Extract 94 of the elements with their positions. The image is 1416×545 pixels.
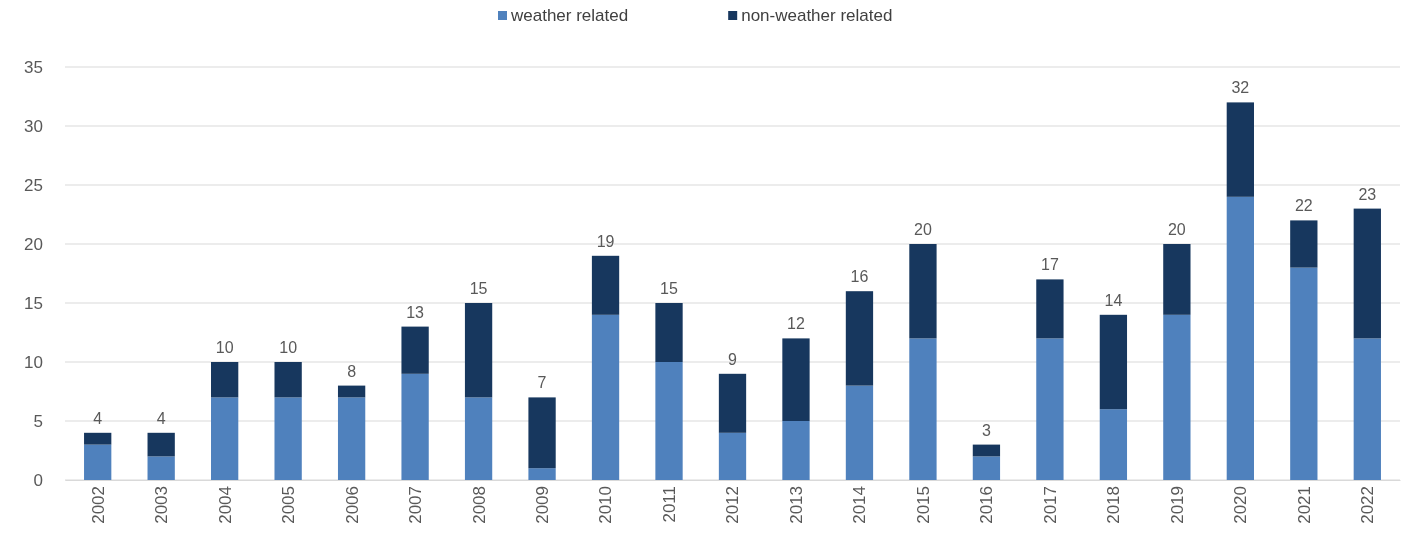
bar [591, 314, 620, 480]
total-label: 15 [469, 280, 488, 297]
bar [528, 468, 556, 480]
bar [1163, 314, 1191, 480]
bar [337, 385, 366, 398]
bar [1353, 338, 1381, 480]
bar [274, 397, 302, 480]
bar [401, 373, 429, 480]
bar [972, 456, 1001, 480]
x-tick-label: 2017 [1040, 486, 1060, 524]
x-tick-label: 2019 [1167, 486, 1187, 524]
bar [782, 421, 810, 480]
bar [1226, 196, 1254, 480]
x-tick-label: 2011 [659, 486, 679, 523]
total-label: 20 [1167, 221, 1186, 238]
total-label: 12 [787, 315, 805, 333]
y-tick-label: 10 [24, 352, 43, 372]
x-tick-label: 2014 [850, 486, 870, 524]
bar [274, 362, 302, 398]
bar [1290, 220, 1318, 268]
x-tick-label: 2022 [1358, 486, 1378, 524]
total-label: 9 [728, 350, 738, 368]
bar [655, 303, 683, 362]
x-tick-label: 2007 [406, 486, 426, 524]
bar [718, 373, 747, 433]
legend-label: weather related [510, 6, 629, 25]
total-label: 4 [93, 409, 103, 427]
bar [782, 338, 810, 421]
x-tick-label: 2020 [1231, 486, 1251, 524]
bar [1099, 314, 1128, 410]
bar [1036, 338, 1064, 480]
total-label: 17 [1041, 256, 1059, 274]
total-label: 22 [1294, 197, 1313, 215]
bar [1226, 102, 1254, 197]
total-label: 13 [406, 303, 425, 321]
bar [845, 291, 874, 386]
total-label: 3 [981, 421, 991, 439]
bar [464, 397, 493, 480]
total-label: 19 [596, 232, 615, 250]
total-label: 10 [215, 339, 234, 356]
x-tick-label: 2012 [723, 486, 743, 524]
x-tick-label: 2004 [215, 486, 235, 524]
bar [147, 432, 175, 457]
bar [972, 444, 1001, 457]
legend-label: non-weather related [741, 6, 893, 25]
x-tick-label: 2021 [1294, 486, 1314, 524]
x-tick-label: 2013 [786, 486, 806, 524]
bar [401, 326, 429, 374]
x-tick-label: 2016 [977, 486, 997, 524]
x-tick-label: 2003 [152, 486, 172, 524]
bar [591, 255, 620, 315]
bar [1036, 279, 1064, 339]
y-tick-label: 30 [24, 116, 43, 136]
bar [1099, 409, 1128, 480]
total-label: 8 [347, 362, 357, 380]
x-tick-label: 2009 [533, 486, 553, 524]
total-label: 14 [1104, 291, 1123, 309]
total-label: 23 [1358, 185, 1377, 203]
y-tick-label: 15 [24, 293, 43, 313]
bar [1163, 244, 1191, 315]
bar [464, 303, 493, 398]
bar [211, 362, 239, 398]
y-tick-label: 0 [33, 470, 43, 490]
bar [1290, 267, 1318, 480]
y-tick-label: 5 [33, 411, 43, 431]
bar [655, 362, 683, 480]
bar [84, 444, 112, 480]
x-tick-label: 2002 [88, 486, 108, 524]
bar [528, 397, 556, 469]
bar [909, 244, 937, 339]
x-tick-label: 2018 [1104, 486, 1124, 524]
bar [211, 397, 239, 480]
bar [337, 397, 366, 480]
x-tick-label: 2010 [596, 486, 616, 524]
x-tick-label: 2015 [913, 486, 933, 524]
x-tick-label: 2008 [469, 486, 489, 524]
total-label: 20 [914, 221, 932, 238]
bar [718, 432, 747, 480]
x-tick-label: 2006 [342, 486, 362, 524]
bar [845, 385, 874, 480]
total-label: 15 [660, 280, 679, 297]
total-label: 32 [1231, 79, 1250, 97]
y-tick-label: 25 [24, 175, 43, 195]
bar [84, 432, 112, 445]
total-label: 4 [156, 409, 166, 427]
total-label: 16 [850, 268, 869, 286]
y-tick-label: 35 [24, 57, 43, 77]
total-label: 7 [537, 374, 547, 392]
bar [1353, 208, 1381, 339]
bar [147, 456, 175, 480]
x-tick-label: 2005 [279, 486, 299, 524]
total-label: 10 [279, 339, 298, 356]
y-tick-label: 20 [24, 234, 43, 254]
bar [909, 338, 937, 480]
